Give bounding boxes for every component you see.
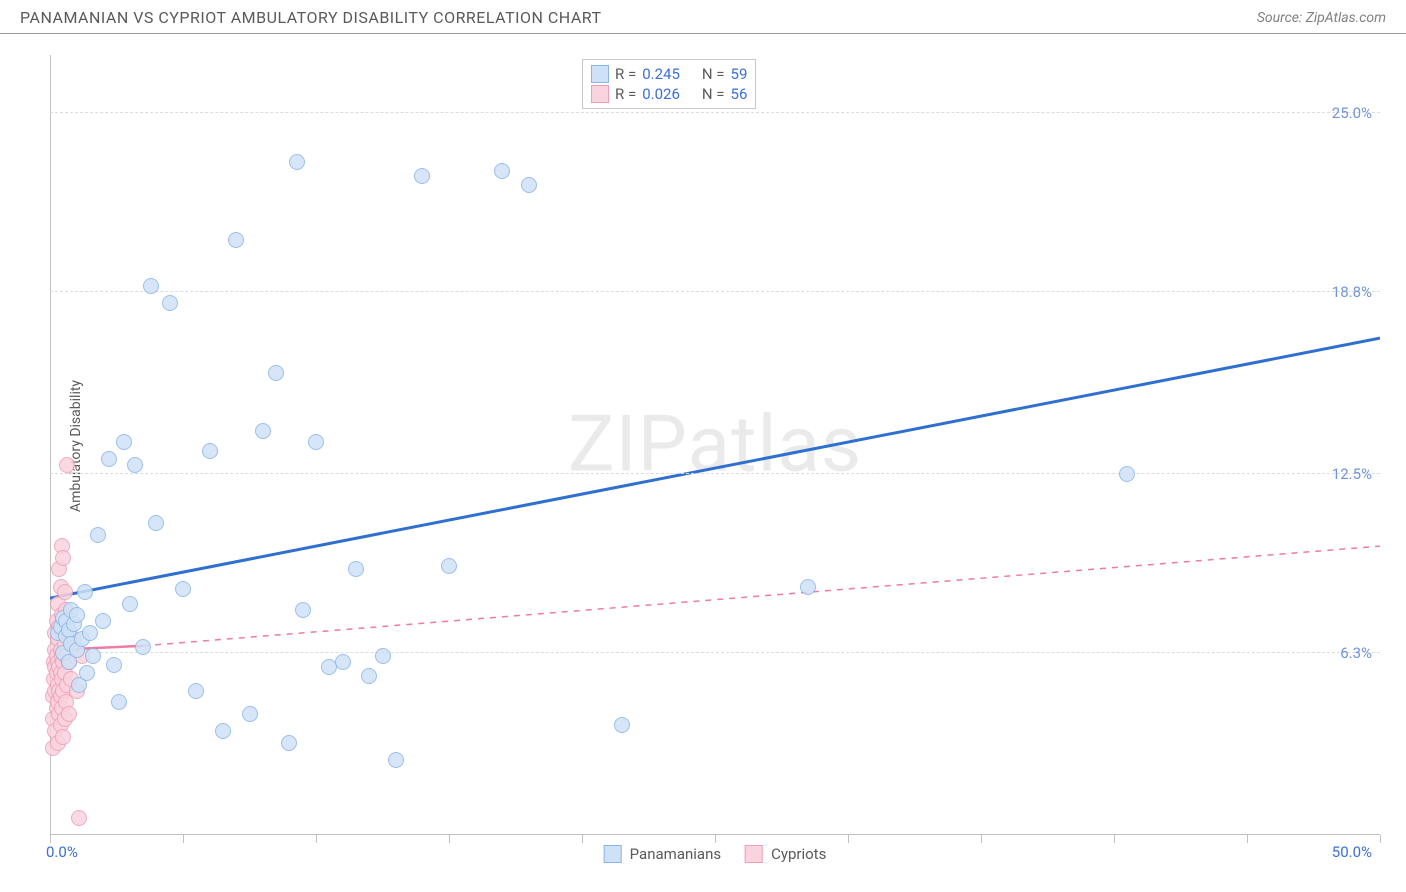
data-point — [90, 527, 106, 543]
data-point — [59, 457, 75, 473]
data-point — [614, 717, 630, 733]
legend-swatch — [591, 65, 609, 83]
source-attribution: Source: ZipAtlas.com — [1257, 10, 1386, 26]
x-tick — [316, 835, 317, 843]
data-point — [414, 168, 430, 184]
y-tick-label: 12.5% — [1332, 465, 1372, 483]
data-point — [228, 232, 244, 248]
legend-n-label: N = — [702, 85, 725, 103]
grid-line — [50, 112, 1380, 113]
data-point — [95, 613, 111, 629]
legend-item: Panamanians — [604, 845, 721, 863]
y-tick-label: 18.8% — [1332, 283, 1372, 301]
legend-item: Cypriots — [745, 845, 826, 863]
data-point — [111, 694, 127, 710]
data-point — [202, 443, 218, 459]
x-tick — [848, 835, 849, 843]
data-point — [494, 163, 510, 179]
data-point — [521, 177, 537, 193]
x-tick — [449, 835, 450, 843]
data-point — [148, 515, 164, 531]
legend-n-value: 59 — [731, 65, 748, 83]
source-name: ZipAtlas.com — [1306, 10, 1386, 26]
data-point — [281, 735, 297, 751]
legend-r-label: R = — [615, 65, 636, 83]
data-point — [255, 423, 271, 439]
data-point — [69, 607, 85, 623]
data-point — [143, 278, 159, 294]
legend-series-name: Panamanians — [630, 845, 721, 863]
data-point — [268, 365, 284, 381]
grid-line — [50, 652, 1380, 653]
data-point — [79, 665, 95, 681]
y-tick-label: 6.3% — [1340, 644, 1372, 662]
data-point — [55, 729, 71, 745]
x-tick — [50, 835, 51, 843]
x-tick — [981, 835, 982, 843]
x-tick — [715, 835, 716, 843]
legend-n-label: N = — [702, 65, 725, 83]
chart-plot-area: ZIPatlas 6.3% 12.5% 18.8% 25.0% R = 0.245 N =… — [50, 55, 1380, 835]
trend-line — [50, 338, 1380, 598]
data-point — [122, 596, 138, 612]
header-bar: PANAMANIAN VS CYPRIOT AMBULATORY DISABIL… — [0, 0, 1406, 34]
x-tick — [1380, 835, 1381, 843]
data-point — [348, 561, 364, 577]
watermark: ZIPatlas — [568, 400, 862, 491]
legend-swatch — [591, 85, 609, 103]
chart-title: PANAMANIAN VS CYPRIOT AMBULATORY DISABIL… — [20, 8, 602, 27]
data-point — [135, 639, 151, 655]
grid-line — [50, 291, 1380, 292]
data-point — [127, 457, 143, 473]
data-point — [215, 723, 231, 739]
data-point — [61, 706, 77, 722]
data-point — [116, 434, 132, 450]
legend-swatch — [745, 845, 763, 863]
legend-n-value: 56 — [731, 85, 748, 103]
x-tick — [1114, 835, 1115, 843]
legend-r-value: 0.245 — [642, 65, 680, 83]
x-axis-origin-label: 0.0% — [46, 843, 78, 861]
data-point — [375, 648, 391, 664]
data-point — [441, 558, 457, 574]
legend-r-label: R = — [615, 85, 636, 103]
legend-row: R = 0.245 N = 59 — [591, 64, 747, 84]
data-point — [71, 810, 87, 826]
data-point — [162, 295, 178, 311]
data-point — [77, 584, 93, 600]
data-point — [85, 648, 101, 664]
data-point — [289, 154, 305, 170]
x-axis-max-label: 50.0% — [1332, 843, 1372, 861]
data-point — [295, 602, 311, 618]
legend-swatch — [604, 845, 622, 863]
legend-series-name: Cypriots — [771, 845, 826, 863]
data-point — [361, 668, 377, 684]
data-point — [106, 657, 122, 673]
x-tick — [1247, 835, 1248, 843]
data-point — [242, 706, 258, 722]
data-point — [55, 550, 71, 566]
x-tick — [582, 835, 583, 843]
data-point — [57, 584, 73, 600]
legend-correlation: R = 0.245 N = 59 R = 0.026 N = 56 — [582, 59, 756, 109]
legend-row: R = 0.026 N = 56 — [591, 84, 747, 104]
data-point — [800, 579, 816, 595]
trend-line — [143, 546, 1380, 646]
legend-r-value: 0.026 — [642, 85, 680, 103]
legend-series: Panamanians Cypriots — [604, 845, 827, 863]
data-point — [101, 451, 117, 467]
plot-surface: ZIPatlas 6.3% 12.5% 18.8% 25.0% — [50, 55, 1380, 835]
grid-line — [50, 473, 1380, 474]
data-point — [388, 752, 404, 768]
source-prefix: Source: — [1257, 10, 1306, 26]
data-point — [188, 683, 204, 699]
data-point — [308, 434, 324, 450]
data-point — [1119, 466, 1135, 482]
data-point — [82, 625, 98, 641]
y-tick-label: 25.0% — [1332, 104, 1372, 122]
x-tick — [183, 835, 184, 843]
data-point — [335, 654, 351, 670]
data-point — [175, 581, 191, 597]
